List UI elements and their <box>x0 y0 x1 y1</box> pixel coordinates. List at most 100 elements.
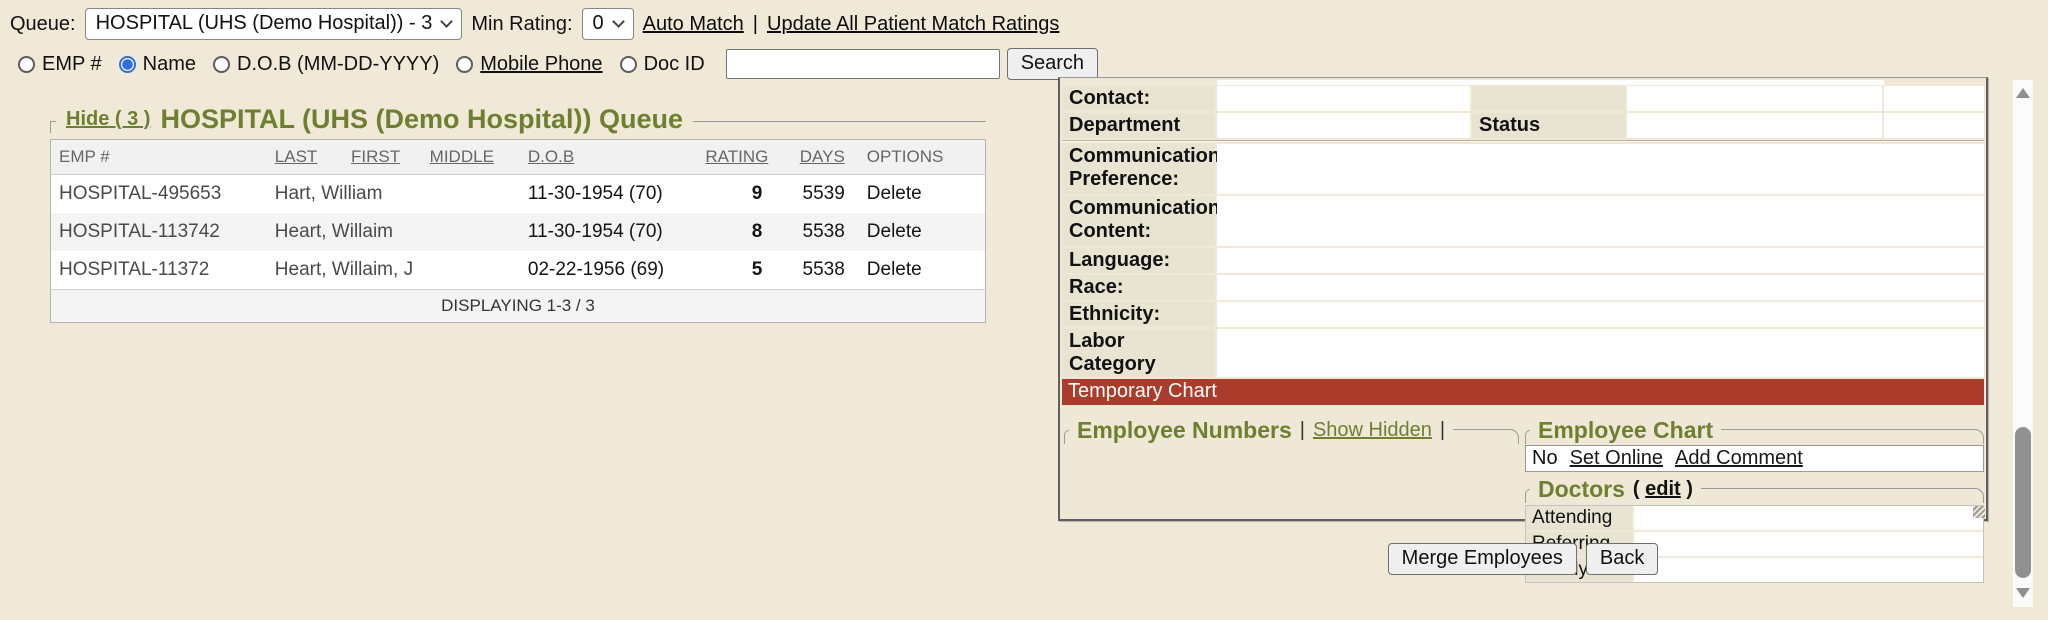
referring-field[interactable] <box>1634 532 1983 556</box>
chevron-down-icon <box>611 15 625 28</box>
employee-numbers-legend: Employee Numbers <box>1077 416 1292 443</box>
emp-number-cell: HOSPITAL-113742 <box>50 213 267 251</box>
table-row[interactable]: HOSPITAL-113742 Heart, Willaim 11-30-195… <box>50 213 986 251</box>
rating-cell: 9 <box>751 183 763 204</box>
communication-content-field[interactable] <box>1217 196 1984 246</box>
department-extra-field[interactable] <box>1884 113 1984 138</box>
column-header-options: OPTIONS <box>858 139 986 175</box>
edit-doctors-link[interactable]: edit <box>1645 477 1681 500</box>
partial-scrolled-row <box>1062 80 1984 85</box>
back-button[interactable]: Back <box>1585 543 1659 575</box>
min-rating-label: Min Rating: <box>471 12 573 35</box>
language-field[interactable] <box>1217 248 1984 273</box>
dob-cell: 11-30-1954 (70) <box>519 213 698 251</box>
table-row[interactable]: HOSPITAL-495653 Hart, William 11-30-1954… <box>51 175 986 214</box>
hide-queue-link[interactable]: Hide ( 3 ) <box>66 108 151 130</box>
min-rating-select[interactable]: 0 <box>581 8 634 40</box>
attending-field[interactable] <box>1634 506 1983 530</box>
fieldset-corner <box>1525 488 1531 503</box>
employee-chart-legend: Employee Chart <box>1538 416 1714 443</box>
top-toolbar: Queue: HOSPITAL (UHS (Demo Hospital)) - … <box>10 8 1059 40</box>
radio-name-label[interactable]: Name <box>142 52 197 75</box>
delete-link[interactable]: Delete <box>858 213 986 251</box>
contact-value-field[interactable] <box>1217 86 1470 111</box>
radio-emp-number-label[interactable]: EMP # <box>42 52 102 75</box>
dob-cell: 11-30-1954 (70) <box>527 183 663 204</box>
radio-dob[interactable] <box>213 55 231 73</box>
language-label: Language: <box>1062 248 1215 273</box>
add-comment-link[interactable]: Add Comment <box>1674 447 1803 469</box>
set-online-link[interactable]: Set Online <box>1569 447 1663 469</box>
fieldset-corner <box>50 120 56 133</box>
resize-grip[interactable] <box>1973 506 1985 518</box>
show-hidden-link[interactable]: Show Hidden <box>1312 418 1432 441</box>
communication-preference-field[interactable] <box>1217 144 1984 194</box>
labor-category-field[interactable] <box>1217 329 1984 377</box>
column-header-first[interactable]: FIRST <box>343 139 422 175</box>
column-header-emp: EMP # <box>50 139 267 175</box>
employee-chart-section: Employee Chart No Set Online Add Comment <box>1525 416 1984 472</box>
search-bar: EMP # Name D.O.B (MM-DD-YYYY) Mobile Pho… <box>18 48 1099 80</box>
column-header-rating[interactable]: RATING <box>697 139 777 175</box>
communication-preference-label: Communication Preference: <box>1062 144 1220 194</box>
language-row: Language: <box>1062 248 1984 273</box>
contact-label2-empty <box>1472 86 1625 111</box>
department-label: Department <box>1062 113 1215 138</box>
ethnicity-row: Ethnicity: <box>1062 302 1984 327</box>
temporary-chart-banner: Temporary Chart <box>1062 379 1984 405</box>
queue-select-value: HOSPITAL (UHS (Demo Hospital)) - 3 <box>95 12 433 34</box>
contact-value2-field[interactable] <box>1627 86 1882 111</box>
department-value-field[interactable] <box>1217 113 1470 138</box>
fieldset-rule <box>1453 429 1520 444</box>
scroll-up-arrow-icon[interactable] <box>2016 88 2030 98</box>
fieldset-corner <box>1064 429 1069 444</box>
queue-panel-legend: Hide ( 3 ) HOSPITAL (UHS (Demo Hospital)… <box>50 104 986 135</box>
rating-cell: 8 <box>697 213 777 251</box>
family-field[interactable] <box>1634 558 1983 582</box>
delete-link[interactable]: Delete <box>866 183 922 204</box>
days-cell: 5539 <box>802 183 845 204</box>
race-label: Race: <box>1062 275 1215 300</box>
contact-extra-field[interactable] <box>1884 86 1984 111</box>
contact-label: Contact: <box>1062 86 1215 111</box>
panel-bottom-sections: Employee Numbers | Show Hidden | Employe… <box>1062 416 1984 583</box>
radio-dob-label[interactable]: D.O.B (MM-DD-YYYY) <box>237 52 440 75</box>
queue-table-header-row: EMP # LAST FIRST MIDDLE D.O.B RATING DAY… <box>50 139 986 175</box>
search-input[interactable] <box>725 49 1000 79</box>
ethnicity-field[interactable] <box>1217 302 1984 327</box>
radio-doc-id-label[interactable]: Doc ID <box>643 52 705 75</box>
scroll-down-arrow-icon[interactable] <box>2016 588 2030 598</box>
column-header-middle[interactable]: MIDDLE <box>421 139 520 175</box>
queue-table: EMP # LAST FIRST MIDDLE D.O.B RATING DAY… <box>50 139 986 323</box>
queue-select[interactable]: HOSPITAL (UHS (Demo Hospital)) - 3 <box>84 8 463 40</box>
rating-cell: 5 <box>751 259 763 280</box>
queue-title: HOSPITAL (UHS (Demo Hospital)) Queue <box>160 104 683 134</box>
vertical-scrollbar[interactable] <box>2013 80 2033 607</box>
queue-label: Queue: <box>10 12 76 35</box>
chevron-down-icon <box>440 15 454 28</box>
fieldset-corner <box>1525 429 1531 444</box>
status-value-field[interactable] <box>1627 113 1882 138</box>
column-header-dob[interactable]: D.O.B <box>519 139 698 175</box>
delete-link[interactable]: Delete <box>866 259 922 280</box>
radio-name[interactable] <box>118 55 136 73</box>
chart-online-value: No <box>1532 447 1558 469</box>
scrollbar-thumb[interactable] <box>2015 427 2031 578</box>
race-field[interactable] <box>1217 275 1984 300</box>
search-button[interactable]: Search <box>1006 48 1099 80</box>
column-header-last[interactable]: LAST <box>266 139 344 175</box>
dob-cell: 02-22-1956 (69) <box>527 259 665 280</box>
labor-category-row: Labor Category <box>1062 329 1984 377</box>
radio-doc-id[interactable] <box>619 55 637 73</box>
merge-employees-button[interactable]: Merge Employees <box>1387 543 1577 575</box>
column-header-days[interactable]: DAYS <box>776 139 859 175</box>
radio-mobile-phone[interactable] <box>456 55 474 73</box>
employee-numbers-section: Employee Numbers | Show Hidden | <box>1064 416 1520 544</box>
auto-match-link[interactable]: Auto Match <box>642 12 744 35</box>
referring-doctor-row: Referring <box>1526 532 1983 556</box>
employee-detail-panel: Contact: Department Status Communication… <box>1058 77 1988 583</box>
table-row[interactable]: HOSPITAL-11372 Heart, Willaim, J 02-22-1… <box>51 251 986 290</box>
radio-emp-number[interactable] <box>18 55 35 73</box>
radio-mobile-phone-label[interactable]: Mobile Phone <box>480 52 603 75</box>
update-all-ratings-link[interactable]: Update All Patient Match Ratings <box>767 12 1060 35</box>
